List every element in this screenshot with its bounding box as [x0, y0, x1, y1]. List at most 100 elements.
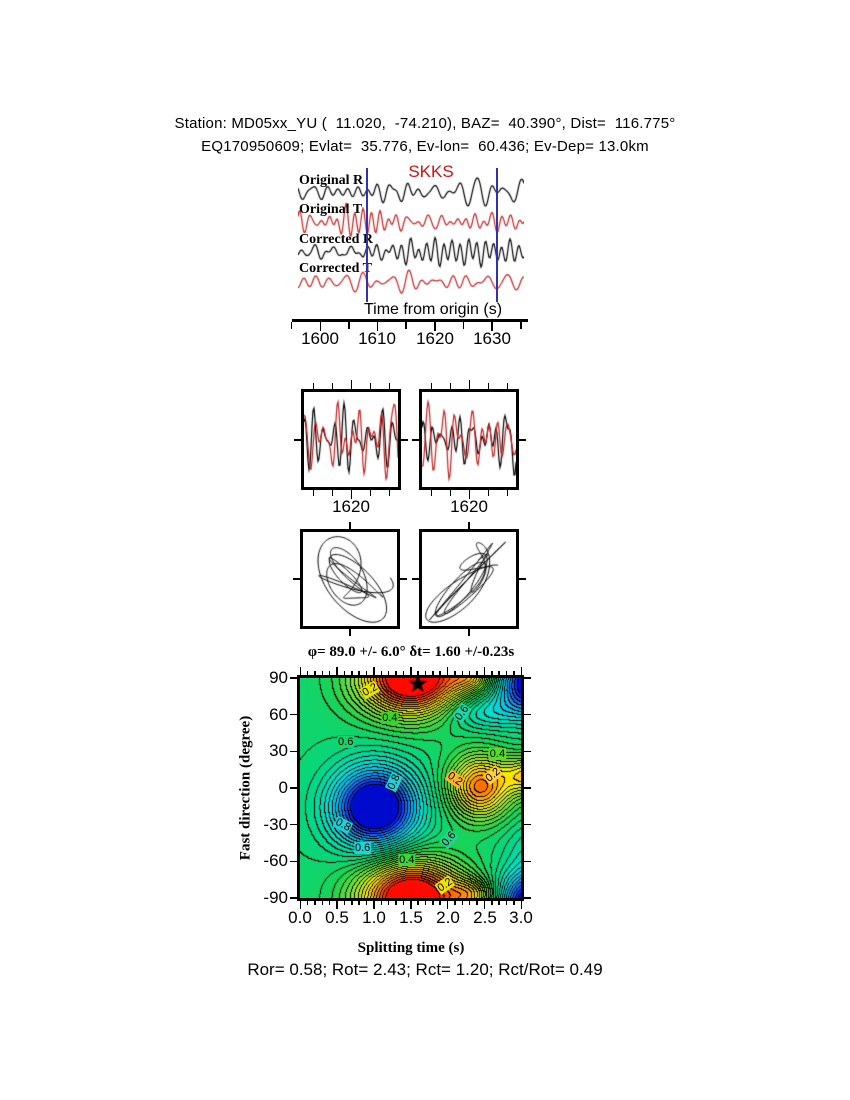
tick-mark [519, 578, 526, 580]
tick-mark [402, 671, 405, 675]
tick-mark [395, 671, 397, 675]
trace-label-original-t: Original T [299, 202, 363, 217]
tick-mark [498, 901, 500, 905]
tick-mark [369, 490, 371, 496]
tick-mark [476, 901, 478, 905]
tick-mark [351, 671, 353, 675]
tick-mark [348, 322, 350, 329]
tick-mark [365, 671, 368, 675]
time-axis-title: Time from origin (s) [363, 301, 503, 318]
tick-mark [424, 901, 427, 905]
tick-mark [439, 901, 441, 905]
tick-mark [468, 380, 470, 389]
contour-label: 0.6 [337, 735, 355, 748]
tick-mark [314, 671, 316, 675]
tick-mark [506, 383, 508, 389]
tick-mark [290, 823, 297, 826]
tick-mark [358, 901, 360, 905]
tick-mark [410, 901, 412, 909]
tick-mark [369, 383, 371, 389]
tick-mark [454, 901, 456, 905]
tick-mark [388, 383, 390, 389]
particle-motion-canvas-right [422, 532, 516, 626]
contour-label: 0.6 [353, 841, 372, 854]
tick-mark [388, 490, 390, 496]
tick-mark [358, 671, 360, 675]
tick-mark [476, 671, 478, 675]
tick-mark [524, 823, 531, 826]
tick-mark [519, 439, 526, 441]
compare-tick-label-right: 1620 [450, 497, 488, 516]
tick-mark [336, 667, 338, 675]
seismogram-traces-canvas [298, 163, 524, 305]
tick-mark [402, 901, 405, 905]
tick-mark [343, 671, 346, 675]
y-tick-label-90: 90 [269, 668, 288, 687]
compare-tick-label-left: 1620 [332, 497, 370, 516]
tick-mark [349, 629, 351, 636]
y-tick-label-m90: -90 [263, 888, 288, 907]
tick-mark [461, 901, 464, 905]
tick-mark [432, 671, 434, 675]
window-marker-end [495, 168, 498, 302]
time-tick-label-1600: 1600 [301, 329, 339, 348]
tick-mark [328, 671, 331, 675]
tick-mark [293, 578, 300, 580]
trace-label-corrected-r: Corrected R [299, 232, 373, 247]
tick-mark [350, 380, 352, 389]
tick-mark [290, 322, 293, 329]
time-tick-label-1620: 1620 [416, 329, 454, 348]
tick-mark [299, 901, 301, 909]
tick-mark [412, 439, 419, 441]
tick-mark [468, 671, 471, 675]
x-tick-label-20: 2.0 [436, 908, 460, 927]
compare-canvas-left [304, 392, 398, 487]
tick-mark [491, 322, 493, 331]
contour-x-axis-title: Splitting time (s) [357, 940, 465, 956]
tick-mark [395, 901, 397, 905]
tick-mark [331, 383, 333, 389]
compare-canvas-right [422, 392, 516, 487]
tick-mark [321, 671, 324, 675]
tick-mark [400, 578, 407, 580]
tick-mark [520, 667, 522, 675]
tick-mark [483, 901, 486, 909]
tick-mark [290, 860, 297, 863]
tick-mark [468, 522, 470, 529]
x-tick-label-00: 0.0 [288, 908, 312, 927]
y-tick-label-60: 60 [269, 705, 288, 724]
tick-mark [412, 578, 419, 580]
tick-mark [449, 383, 451, 389]
tick-mark [524, 787, 531, 789]
tick-mark [299, 667, 301, 675]
y-tick-label-0: 0 [278, 778, 288, 797]
tick-mark [505, 901, 508, 905]
tick-mark [446, 667, 449, 675]
tick-mark [387, 901, 390, 905]
tick-mark [417, 671, 419, 675]
tick-mark [498, 671, 500, 675]
tick-mark [312, 490, 314, 496]
tick-mark [290, 713, 297, 716]
tick-mark [524, 897, 531, 899]
tick-mark [336, 901, 338, 909]
time-tick-label-1630: 1630 [473, 329, 511, 348]
tick-mark [306, 671, 309, 675]
tick-mark [483, 667, 486, 675]
event-info-line: EQ170950609; Evlat= 35.776, Ev-lon= 60.4… [201, 138, 649, 155]
tick-mark [319, 322, 321, 331]
tick-mark [343, 901, 346, 905]
contour-label: 0.4 [381, 712, 399, 725]
tick-mark [306, 901, 309, 905]
y-tick-label-m30: -30 [263, 815, 288, 834]
tick-mark [506, 490, 508, 496]
tick-mark [380, 671, 383, 675]
tick-mark [424, 671, 427, 675]
tick-mark [410, 667, 412, 675]
tick-mark [365, 901, 368, 905]
tick-mark [491, 901, 493, 905]
tick-mark [462, 322, 465, 329]
result-stats-line: Ror= 0.58; Rot= 2.43; Rct= 1.20; Rct/Rot… [247, 960, 603, 979]
particle-motion-canvas-left [303, 532, 397, 626]
